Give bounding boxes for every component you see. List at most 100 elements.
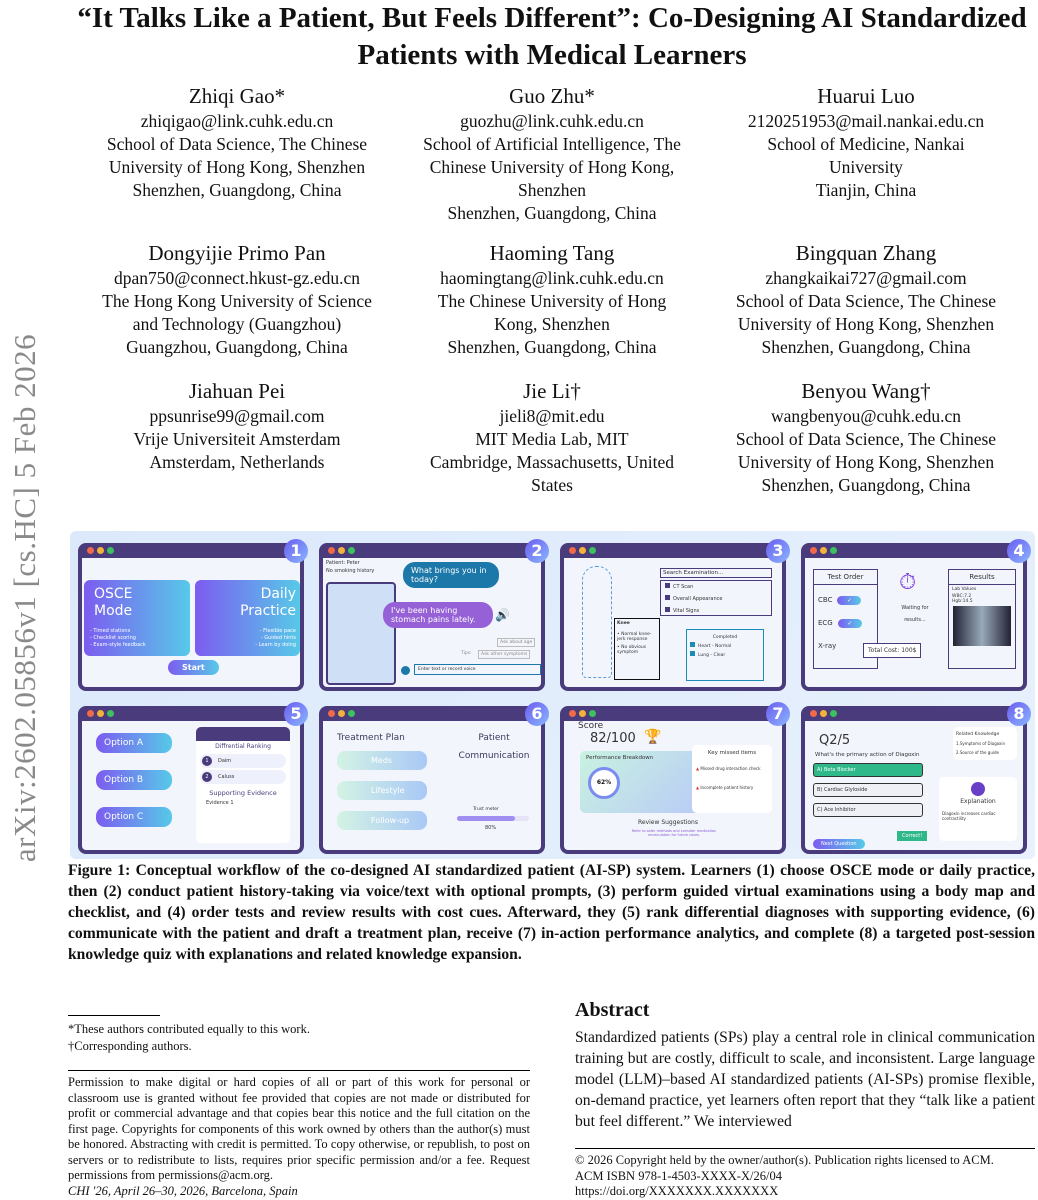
feature-item: - Exam-style feedback xyxy=(90,642,146,648)
step-badge: 5 xyxy=(284,702,308,726)
check-toggle: ✓ xyxy=(837,618,862,628)
author-email: 2120251953@mail.nankai.edu.cn xyxy=(747,111,985,131)
author-affiliation: MIT Media Lab, MIT xyxy=(475,429,629,449)
tip-ask-age[interactable]: Ask about age xyxy=(497,638,536,647)
tips-label: Tips: xyxy=(461,651,472,656)
copyright-rule xyxy=(575,1148,1035,1149)
exam-item[interactable]: Overall Appearance xyxy=(665,593,771,605)
test-item[interactable]: CBC ✓ xyxy=(818,589,873,612)
copyright-block: © 2026 Copyright held by the owner/autho… xyxy=(575,1153,994,1200)
author-block: Huarui Luo 2120251953@mail.nankai.edu.cn S… xyxy=(706,83,1026,202)
treatment-plan-heading: Treatment Plan xyxy=(337,733,405,743)
treatment-item[interactable]: Lifestyle xyxy=(337,781,427,800)
exam-item[interactable]: Vital Signs xyxy=(665,605,771,617)
body-map[interactable] xyxy=(582,566,612,678)
missed-items-box: Key missed items ▲ Missed drug interacti… xyxy=(692,745,772,813)
diagnosis-option[interactable]: Option A xyxy=(96,733,172,753)
footnote-corresponding: †Corresponding authors. xyxy=(68,1039,192,1053)
author-affiliation: University of Hong Kong, Shenzhen xyxy=(108,157,366,177)
treatment-item[interactable]: Meds xyxy=(337,751,427,770)
answer-option[interactable]: B) Cardiac Glyloside xyxy=(813,783,923,797)
daily-practice-card[interactable]: Daily Practice - Flexible pace - Guided h… xyxy=(195,580,300,656)
paper-title: “It Talks Like a Patient, But Feels Diff… xyxy=(77,2,1027,71)
author-affiliation: Shenzhen, Guangdong, China xyxy=(447,203,657,223)
start-button[interactable]: Start xyxy=(168,660,219,675)
author-affiliation: Cambridge, Massachusetts, United xyxy=(430,452,674,472)
related-item[interactable]: 1.Symptoms of Diagoxin xyxy=(956,741,1006,746)
doctor-bubble: What brings you in today? xyxy=(403,562,499,588)
osce-mode-card[interactable]: OSCE Mode - Timed stations - Checklist sc… xyxy=(84,580,190,656)
review-heading: Review Suggestions xyxy=(638,819,698,826)
diagnosis-option[interactable]: Option B xyxy=(96,770,172,790)
author-block: Jie Li† jieli8@mit.edu MIT Media Lab, MIT C… xyxy=(392,378,712,497)
trust-meter xyxy=(457,816,529,821)
author-affiliation: Shenzhen, Guangdong, China xyxy=(761,337,971,357)
author-affiliation: School of Data Science, The Chinese xyxy=(106,134,368,154)
exam-search-input[interactable]: Search Examination... xyxy=(660,568,772,578)
author-block: Guo Zhu* guozhu@link.cuhk.edu.cn School of… xyxy=(392,83,712,225)
patient-name: Patient: Peter xyxy=(326,560,360,566)
rank-item[interactable]: 2 Caluss xyxy=(200,770,286,784)
doi-link[interactable]: https://doi.org/XXXXXXX.XXXXXXX xyxy=(575,1184,779,1198)
step-badge: 1 xyxy=(284,539,308,563)
footnote-rule xyxy=(68,1015,160,1016)
answer-option[interactable]: A) Beta Blocker xyxy=(813,763,923,777)
author-affiliation: School of Artificial Intelligence, The xyxy=(423,134,681,154)
permission-rule xyxy=(68,1070,530,1071)
author-affiliation: Kong, Shenzhen xyxy=(494,314,610,334)
ranking-box: Diffrential Ranking 1 Daim 2 Caluss Support… xyxy=(196,727,290,843)
waiting-text: Waiting for results... xyxy=(901,605,929,623)
author-email: zhiqigao@link.cuhk.edu.cn xyxy=(140,111,334,131)
author-block: Benyou Wang† wangbenyou@cuhk.edu.cn School… xyxy=(706,378,1026,497)
author-block: Jiahuan Pei ppsunrise99@gmail.com Vrije Un… xyxy=(77,378,397,474)
trophy-icon: 🏆 xyxy=(644,729,662,745)
patient-bubble: I've been having stomach pains lately. xyxy=(383,602,493,628)
next-question-button[interactable]: Next Question xyxy=(813,839,865,849)
question-number: Q2/5 xyxy=(819,733,851,748)
related-item[interactable]: 2.Source of the guide xyxy=(956,750,999,755)
author-affiliation: Vrije Universiteit Amsterdam xyxy=(133,429,341,449)
author-email: zhangkaikai727@gmail.com xyxy=(765,268,967,288)
tip-other-symptoms[interactable]: Ask other symptoms xyxy=(478,650,531,659)
author-email: haomingtang@link.cuhk.edu.cn xyxy=(440,268,664,288)
results-box: Results Lab Values WBC:7.2 Hgb:14.5 xyxy=(948,569,1016,669)
feature-item: - Guided hints xyxy=(260,635,296,641)
author-name: Dongyijie Primo Pan xyxy=(148,241,326,265)
test-item[interactable]: X-ray xyxy=(818,642,837,650)
test-item[interactable]: ECG ✓ xyxy=(818,612,873,635)
author-affiliation: University of Hong Kong, Shenzhen xyxy=(737,314,995,334)
treatment-item[interactable]: Follow-up xyxy=(337,811,427,830)
author-name: Haoming Tang xyxy=(489,241,615,265)
author-name: Jie Li† xyxy=(523,379,581,403)
copyright-line: © 2026 Copyright held by the owner/autho… xyxy=(575,1153,994,1167)
permission-notice: Permission to make digital or hard copie… xyxy=(68,1075,530,1198)
author-affiliation: Tianjin, China xyxy=(815,180,917,200)
exam-item[interactable]: CT Scan xyxy=(665,581,771,593)
related-knowledge-box: Related Knowledge 1.Symptoms of Diagoxin 2… xyxy=(953,727,1017,760)
missed-item: ▲ Missed drug interaction check xyxy=(696,766,761,771)
message-input[interactable]: Enter text or record voice xyxy=(414,664,541,675)
author-affiliation: Guangzhou, Guangdong, China xyxy=(126,337,348,357)
panel-examination: 3 Search Examination... CT Scan Overall A… xyxy=(560,539,790,691)
author-name: Benyou Wang† xyxy=(801,379,931,403)
diagnosis-option[interactable]: Option C xyxy=(96,807,172,827)
abstract-heading: Abstract xyxy=(575,999,650,1021)
panel-analytics: 7 Score 82/100 🏆 Performance Breakdown 6… xyxy=(560,702,790,854)
speaker-icon[interactable]: 🔊 xyxy=(495,608,510,622)
exam-finding: • Normal knee-jerk response xyxy=(617,632,652,642)
author-block: Haoming Tang haomingtang@link.cuhk.edu.cn… xyxy=(392,240,712,359)
answer-option[interactable]: C) Ace Inhibitor xyxy=(813,803,923,817)
microphone-icon[interactable] xyxy=(401,666,410,675)
author-email: dpan750@connect.hkust-gz.edu.cn xyxy=(114,268,360,288)
panel-mode-select: 1 OSCE Mode - Timed stations - Checklist … xyxy=(78,539,308,691)
author-block: Bingquan Zhang zhangkaikai727@gmail.com Sc… xyxy=(706,240,1026,359)
panel-history-taking: 2 Patient: Peter No smoking history What… xyxy=(319,539,549,691)
figure-caption: Figure 1: Conceptual workflow of the co-… xyxy=(68,862,1035,963)
rank-item[interactable]: 1 Daim xyxy=(200,754,286,768)
score-value: 82/100 xyxy=(590,731,636,746)
feature-item: - Checklist scoring xyxy=(90,635,136,641)
author-name: Jiahuan Pei xyxy=(188,379,286,403)
panel-test-order: 4 Test Order CBC ✓ ECG ✓ X-ray ⏱ Waiting for… xyxy=(801,539,1031,691)
explanation-box: Explanation Diagoxin increases cardiac c… xyxy=(939,777,1017,841)
author-name: Guo Zhu* xyxy=(509,84,595,108)
